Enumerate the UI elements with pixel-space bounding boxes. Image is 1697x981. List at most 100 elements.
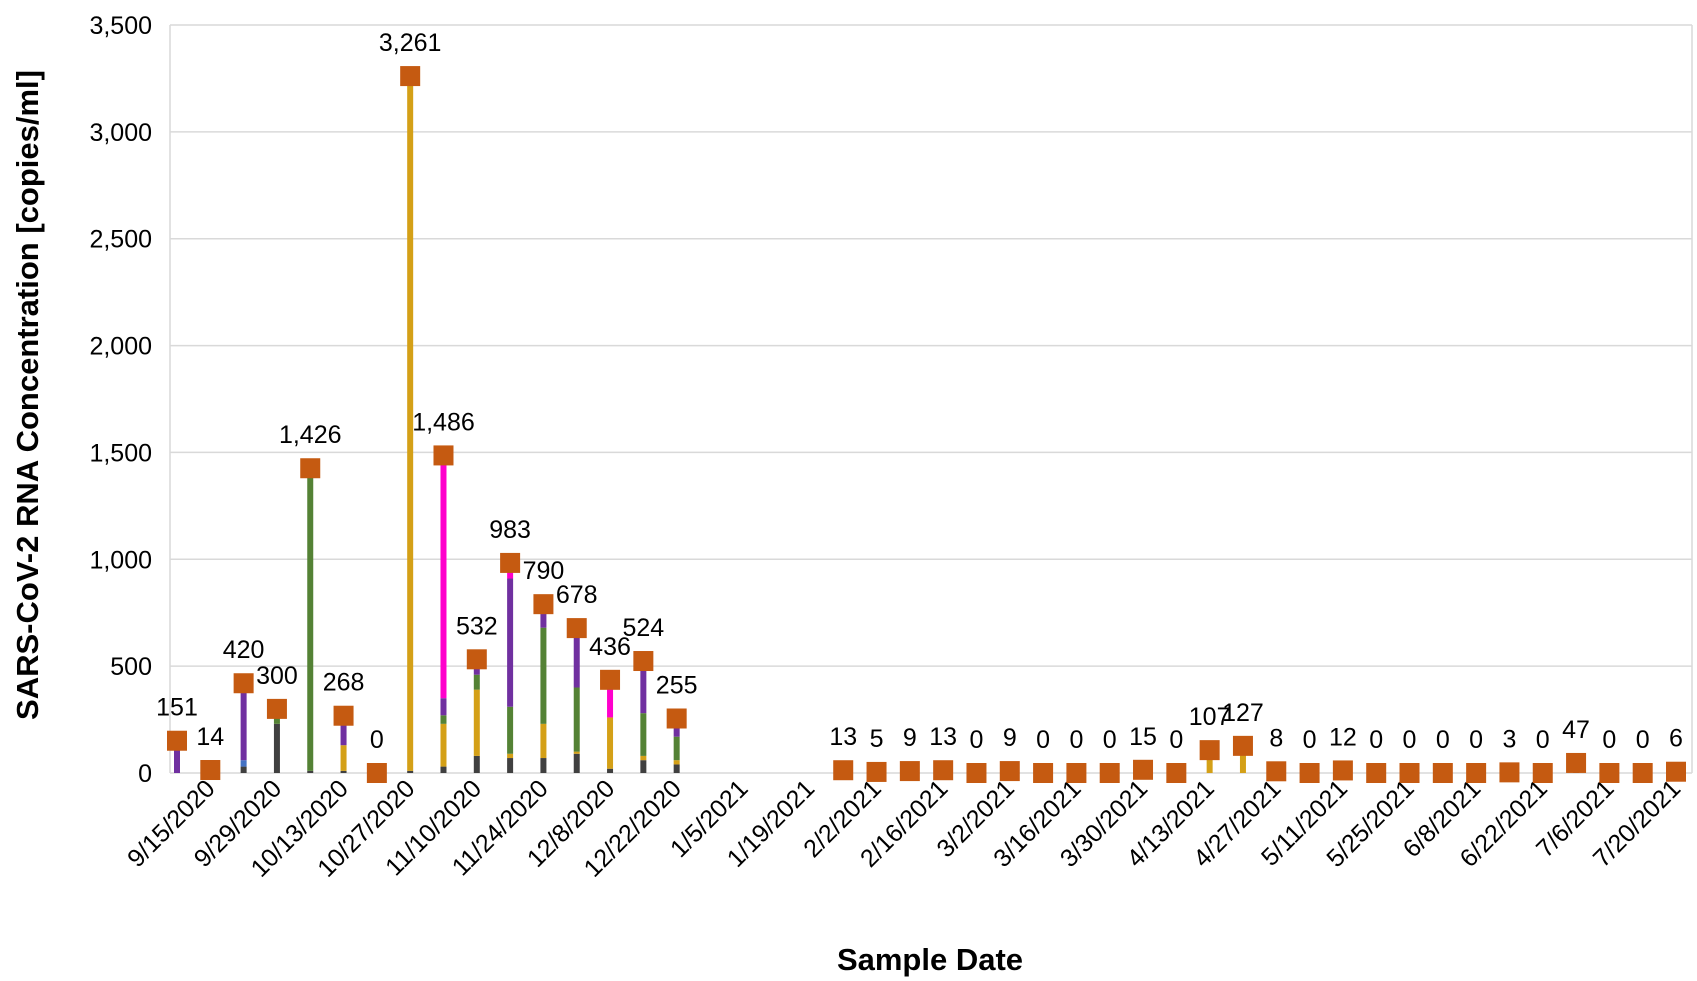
data-label: 9	[1003, 724, 1017, 752]
bar-segment	[241, 767, 247, 773]
total-marker	[367, 763, 387, 783]
total-marker	[1666, 762, 1686, 782]
bar-segment	[574, 688, 580, 752]
y-tick-label: 2,000	[89, 333, 152, 361]
data-label: 13	[829, 723, 857, 751]
bar-segment	[540, 724, 546, 758]
total-marker	[1533, 763, 1553, 783]
total-marker	[1033, 763, 1053, 783]
bar-segment	[241, 683, 247, 760]
total-marker	[1499, 762, 1519, 782]
data-label: 0	[370, 726, 384, 754]
data-label: 0	[1169, 726, 1183, 754]
data-label: 47	[1562, 716, 1590, 744]
total-marker	[867, 762, 887, 782]
total-marker	[200, 760, 220, 780]
x-axis-tick-labels: 9/15/20209/29/202010/13/202010/27/202011…	[122, 774, 1686, 882]
bar-segment	[640, 760, 646, 773]
data-label: 1,486	[412, 408, 475, 436]
bar-segment	[507, 758, 513, 773]
total-marker	[500, 553, 520, 573]
data-label: 3,261	[379, 29, 442, 57]
bar-segment	[474, 756, 480, 773]
total-marker	[933, 760, 953, 780]
y-axis-tick-labels: 05001,0001,5002,0002,5003,0003,500	[89, 12, 152, 788]
data-label: 0	[1303, 726, 1317, 754]
data-label: 300	[256, 662, 298, 690]
data-label: 983	[489, 516, 531, 544]
bar-segment	[674, 764, 680, 773]
total-marker	[234, 673, 254, 693]
total-marker	[1266, 761, 1286, 781]
y-tick-label: 0	[138, 760, 152, 788]
total-marker	[1100, 763, 1120, 783]
data-label: 1,426	[279, 421, 342, 449]
data-label: 12	[1329, 723, 1357, 751]
total-marker	[1333, 760, 1353, 780]
total-marker	[833, 760, 853, 780]
bar-segment	[507, 754, 513, 758]
total-marker	[900, 761, 920, 781]
total-marker	[1366, 763, 1386, 783]
total-marker	[1066, 763, 1086, 783]
y-tick-label: 1,000	[89, 546, 152, 574]
y-tick-label: 2,500	[89, 226, 152, 254]
total-marker	[567, 618, 587, 638]
total-marker	[1433, 763, 1453, 783]
total-marker	[267, 699, 287, 719]
bar-segment	[640, 756, 646, 760]
total-marker	[400, 66, 420, 86]
bar-segment	[574, 752, 580, 754]
data-label: 268	[323, 669, 365, 697]
total-marker	[1000, 761, 1020, 781]
y-tick-label: 500	[110, 653, 152, 681]
y-tick-label: 3,500	[89, 12, 152, 40]
bar-segment	[440, 767, 446, 773]
y-axis-title: SARS-CoV-2 RNA Concentration [copies/ml]	[10, 70, 45, 720]
data-label: 9	[903, 724, 917, 752]
data-label: 0	[1536, 726, 1550, 754]
bar-segment	[307, 475, 313, 771]
data-label: 127	[1222, 699, 1264, 727]
total-marker	[167, 731, 187, 751]
stacked-bars	[174, 76, 1579, 773]
bar-segment	[440, 724, 446, 767]
bar-segment	[607, 769, 613, 773]
total-marker	[966, 763, 986, 783]
data-label: 532	[456, 612, 498, 640]
data-label: 151	[156, 694, 198, 722]
data-label: 0	[1403, 726, 1417, 754]
data-label: 0	[970, 726, 984, 754]
data-label: 678	[556, 581, 598, 609]
bar-segment	[640, 713, 646, 756]
data-label: 0	[1436, 726, 1450, 754]
data-label: 0	[1036, 726, 1050, 754]
total-marker	[1599, 763, 1619, 783]
data-label: 0	[1103, 726, 1117, 754]
bar-segment	[507, 707, 513, 754]
total-marker	[300, 458, 320, 478]
data-label: 0	[1369, 726, 1383, 754]
data-label: 0	[1602, 726, 1616, 754]
bar-segment	[241, 760, 247, 766]
y-tick-label: 1,500	[89, 439, 152, 467]
data-label: 6	[1669, 725, 1683, 753]
data-label: 420	[223, 636, 265, 664]
bar-segment	[474, 675, 480, 690]
bar-segment	[341, 771, 347, 773]
total-marker	[1400, 763, 1420, 783]
data-label: 0	[1069, 726, 1083, 754]
total-marker	[1300, 763, 1320, 783]
bar-segment	[440, 715, 446, 724]
bar-segment	[540, 628, 546, 724]
data-label: 15	[1129, 723, 1157, 751]
total-marker	[1633, 763, 1653, 783]
axes	[170, 25, 1692, 773]
total-marker	[667, 709, 687, 729]
data-label: 3	[1502, 725, 1516, 753]
bar-segment	[474, 690, 480, 756]
bar-segment	[574, 754, 580, 773]
total-marker	[1566, 753, 1586, 773]
data-label: 0	[1636, 726, 1650, 754]
